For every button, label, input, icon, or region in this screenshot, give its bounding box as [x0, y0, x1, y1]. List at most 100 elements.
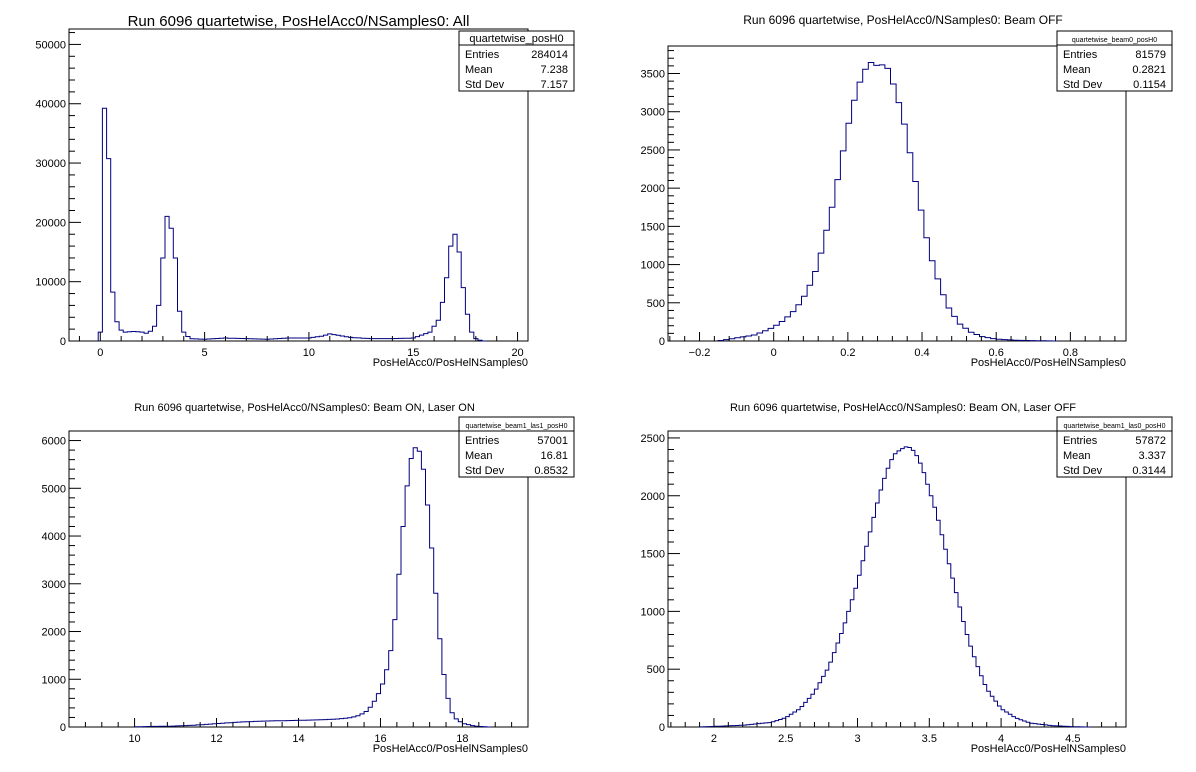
y-tick-label: 2000	[641, 491, 665, 503]
y-tick-label: 1500	[641, 221, 665, 233]
stats-value: 7.157	[540, 79, 568, 91]
y-tick-label: 3500	[641, 69, 665, 81]
stats-box-frame	[1056, 416, 1173, 478]
plot-frame	[68, 28, 529, 342]
x-tick-label: 0.2	[840, 347, 855, 359]
y-tick-label: 6000	[42, 436, 66, 448]
stats-label: Std Dev	[465, 465, 505, 477]
y-tick-label: 0	[659, 722, 665, 734]
y-tick-label: 30000	[35, 158, 66, 170]
y-tick-label: 500	[647, 664, 665, 676]
y-tick-label: 2000	[641, 183, 665, 195]
x-tick-label: 0.4	[914, 347, 929, 359]
x-tick-label: 2	[711, 733, 717, 745]
y-tick-label: 3000	[42, 579, 66, 591]
stats-label: Std Dev	[465, 79, 505, 91]
stats-label: Entries	[1063, 435, 1098, 447]
histogram-panel-3: Run 6096 quartetwise, PosHelAcc0/NSample…	[42, 402, 575, 755]
x-axis-label: PosHelAcc0/PosHelNSamples0	[971, 357, 1126, 369]
x-tick-label: 10	[128, 733, 140, 745]
stats-label: Mean	[1063, 450, 1091, 462]
y-tick-label: 50000	[35, 39, 66, 51]
y-tick-label: 3000	[641, 107, 665, 119]
y-tick-label: 500	[647, 298, 665, 310]
x-tick-label: 12	[210, 733, 222, 745]
stats-value: 0.8532	[534, 465, 568, 477]
stats-box: quartetwise_beam0_posH0 Entries 81579 Mean 0…	[1056, 30, 1173, 92]
stats-value: 0.3144	[1132, 465, 1166, 477]
x-tick-label: 0	[97, 347, 103, 359]
stats-value: 57001	[537, 435, 568, 447]
x-tick-label: 4	[998, 733, 1004, 745]
y-tick-label: 0	[60, 336, 66, 348]
plot-frame	[667, 430, 1127, 728]
histogram-line	[97, 107, 487, 342]
y-tick-label: 1000	[641, 260, 665, 272]
x-tick-label: 3.5	[922, 733, 937, 745]
y-tick-label: 1000	[42, 674, 66, 686]
stats-box-name: quartetwise_beam1_las1_posH0	[466, 423, 568, 430]
stats-value: 3.337	[1138, 450, 1166, 462]
x-axis-label: PosHelAcc0/PosHelNSamples0	[373, 357, 528, 369]
x-tick-label: 3	[854, 733, 860, 745]
y-tick-label: 2500	[641, 433, 665, 445]
x-tick-label: 16	[374, 733, 386, 745]
stats-box: quartetwise_posH0 Entries 284014 Mean 7.238 S…	[458, 30, 575, 92]
stats-label: Entries	[465, 49, 500, 61]
stats-box-name: quartetwise_beam1_las0_posH0	[1064, 423, 1166, 430]
chart-title: Run 6096 quartetwise, PosHelAcc0/NSample…	[743, 13, 1062, 27]
histogram-line	[134, 447, 492, 728]
x-tick-label: 0.8	[1063, 347, 1078, 359]
stats-label: Std Dev	[1063, 79, 1103, 91]
y-tick-label: 2500	[641, 145, 665, 157]
stats-label: Entries	[465, 435, 500, 447]
y-tick-label: 40000	[35, 99, 66, 111]
stats-value: 16.81	[540, 450, 568, 462]
stats-box: quartetwise_beam1_las0_posH0 Entries 57872…	[1056, 416, 1173, 478]
y-tick-label: 2000	[42, 627, 66, 639]
stats-value: 0.2821	[1132, 64, 1166, 76]
x-tick-label: 10	[303, 347, 315, 359]
plot-frame	[667, 45, 1127, 342]
x-tick-label: −0.2	[689, 347, 711, 359]
y-tick-label: 20000	[35, 217, 66, 229]
histogram-panel-1: Run 6096 quartetwise, PosHelAcc0/NSample…	[35, 13, 575, 369]
chart-title: Run 6096 quartetwise, PosHelAcc0/NSample…	[134, 402, 475, 414]
x-tick-label: 20	[511, 347, 523, 359]
y-tick-label: 1500	[641, 549, 665, 561]
chart-title: Run 6096 quartetwise, PosHelAcc0/NSample…	[730, 402, 1076, 414]
stats-value: 81579	[1135, 49, 1166, 61]
x-tick-label: 0.6	[989, 347, 1004, 359]
histogram-line	[699, 446, 1091, 728]
histogram-panel-4: Run 6096 quartetwise, PosHelAcc0/NSample…	[641, 402, 1173, 755]
stats-label: Mean	[465, 64, 493, 76]
stats-box: quartetwise_beam1_las1_posH0 Entries 57001…	[458, 416, 575, 478]
stats-value: 0.1154	[1133, 79, 1166, 91]
stats-label: Std Dev	[1063, 465, 1103, 477]
y-tick-label: 5000	[42, 483, 66, 495]
y-tick-label: 10000	[35, 277, 66, 289]
x-tick-label: 14	[292, 733, 304, 745]
x-tick-label: 5	[202, 347, 208, 359]
x-tick-label: 2.5	[778, 733, 793, 745]
x-tick-label: 18	[456, 733, 468, 745]
stats-box-frame	[1056, 30, 1173, 92]
x-axis-label: PosHelAcc0/PosHelNSamples0	[373, 743, 528, 755]
stats-box-name: quartetwise_beam0_posH0	[1072, 37, 1157, 44]
stats-box-frame	[458, 416, 575, 478]
chart-title: Run 6096 quartetwise, PosHelAcc0/NSample…	[128, 13, 470, 30]
y-tick-label: 0	[60, 722, 66, 734]
stats-box-frame	[458, 30, 575, 92]
x-tick-label: 4.5	[1065, 733, 1080, 745]
y-tick-label: 4000	[42, 531, 66, 543]
stats-label: Mean	[1063, 64, 1091, 76]
y-tick-label: 1000	[641, 606, 665, 618]
stats-box-name: quartetwise_posH0	[469, 33, 563, 45]
y-tick-label: 0	[659, 336, 665, 348]
stats-label: Mean	[465, 450, 493, 462]
stats-value: 7.238	[540, 64, 568, 76]
histogram-line	[717, 62, 1058, 342]
x-axis-label: PosHelAcc0/PosHelNSamples0	[971, 743, 1126, 755]
x-tick-label: 15	[407, 347, 419, 359]
